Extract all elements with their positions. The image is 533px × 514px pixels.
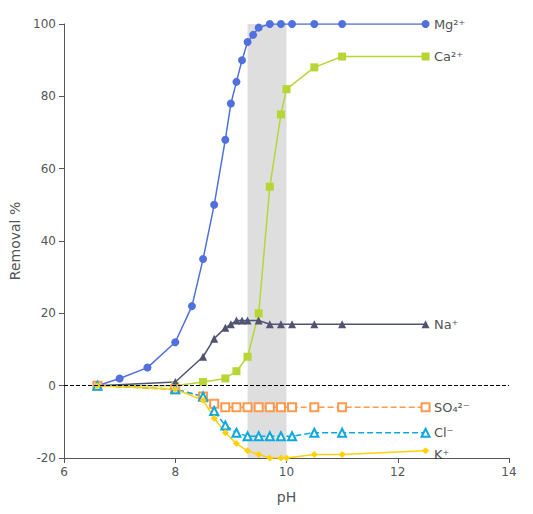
svg-text:Mg²⁺: Mg²⁺ [434,17,466,32]
svg-text:14: 14 [501,465,516,479]
svg-text:100: 100 [33,17,56,31]
svg-text:Removal %: Removal % [7,202,23,280]
svg-text:Na⁺: Na⁺ [434,317,459,332]
svg-text:12: 12 [390,465,405,479]
svg-text:20: 20 [41,306,56,320]
svg-text:0: 0 [48,379,56,393]
svg-text:6: 6 [60,465,68,479]
svg-text:pH: pH [277,489,296,505]
svg-text:10: 10 [279,465,294,479]
svg-text:Cl⁻: Cl⁻ [434,425,454,440]
svg-text:60: 60 [41,162,56,176]
svg-text:SO₄²⁻: SO₄²⁻ [434,400,470,415]
svg-text:-20: -20 [36,451,56,465]
svg-text:40: 40 [41,234,56,248]
svg-text:K⁺: K⁺ [434,447,449,462]
svg-text:80: 80 [41,89,56,103]
svg-text:8: 8 [171,465,179,479]
svg-text:Ca²⁺: Ca²⁺ [434,49,463,64]
